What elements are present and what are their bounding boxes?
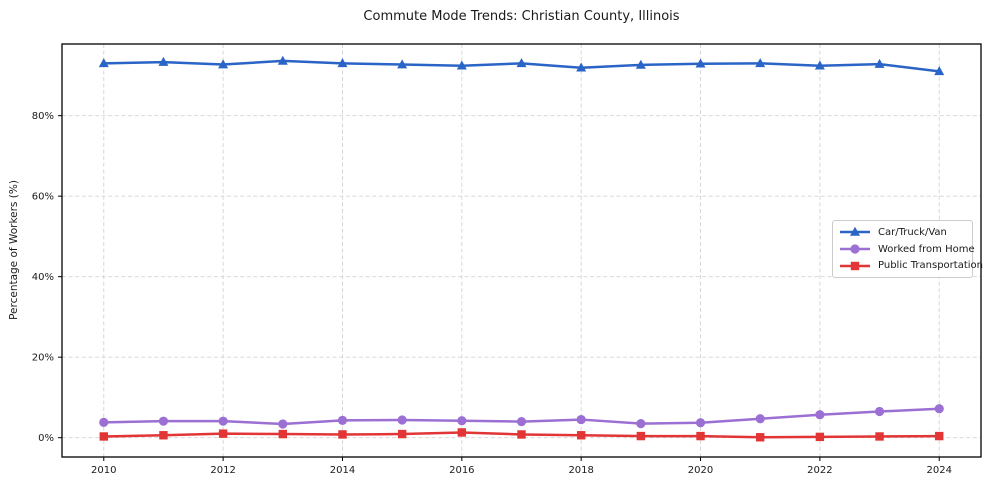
data-point-marker [635,59,646,69]
data-point-marker [755,58,766,68]
square-marker-icon [840,261,870,270]
data-point-marker [516,416,527,427]
data-point-marker [815,432,825,442]
data-point-marker [278,419,288,429]
legend-label: Worked from Home [878,243,975,255]
data-point-marker [695,58,706,68]
data-point-marker [576,62,587,72]
x-tick-label: 2020 [688,465,713,476]
legend-label: Public Transportation [878,260,983,272]
x-tick-label: 2012 [210,465,235,476]
data-point-marker [934,404,944,414]
data-point-marker [576,414,586,425]
legend: Car/Truck/Van Worked from Home Public Tr… [832,220,983,278]
data-point-marker [397,59,408,69]
data-point-marker [457,428,467,437]
data-point-marker [815,410,825,420]
data-point-marker [696,431,705,441]
data-point-marker [695,418,706,428]
x-tick-label: 2018 [568,465,593,476]
data-point-marker [576,431,586,440]
data-point-marker [218,59,229,69]
y-tick-label: 20% [32,353,54,364]
data-point-marker [337,58,348,68]
data-point-marker [159,431,168,440]
data-point-marker [756,433,765,442]
data-point-marker [935,431,944,441]
data-point-marker [218,429,228,438]
data-point-marker [277,55,288,65]
x-tick-label: 2016 [449,465,474,476]
axes-spines [61,43,982,458]
data-point-marker [98,58,109,68]
y-tick-label: 60% [32,192,54,203]
data-point-marker [158,56,169,66]
data-point-marker [874,58,885,68]
data-point-marker [755,414,765,424]
data-point-marker [874,406,885,417]
data-point-marker [337,415,348,425]
data-point-marker [456,60,467,70]
data-point-marker [158,416,169,426]
data-point-marker [517,430,526,439]
data-point-marker [218,416,228,426]
data-point-marker [338,430,347,439]
data-point-marker [99,432,108,441]
x-tick-label: 2010 [91,465,116,476]
legend-entry-car-truck-van: Car/Truck/Van [839,224,966,241]
data-point-marker [99,417,109,427]
data-point-marker [814,60,825,70]
y-tick-label: 40% [32,272,54,283]
legend-entry-public-transportation: Public Transportation [839,257,983,274]
data-point-marker [516,58,527,68]
data-point-marker [636,431,646,441]
y-tick-label: 0% [38,433,54,444]
legend-entry-worked-from-home: Worked from Home [839,241,975,258]
data-point-marker [875,432,884,441]
x-tick-label: 2024 [927,465,952,476]
chart-title: Commute Mode Trends: Christian County, I… [363,9,680,24]
data-point-marker [457,416,467,426]
x-tick-label: 2014 [330,465,355,476]
y-tick-label: 80% [32,111,54,122]
data-point-marker [397,415,407,425]
data-point-marker [636,418,646,429]
circle-marker-icon [840,244,870,254]
data-point-marker [278,429,287,439]
legend-label: Car/Truck/Van [878,226,947,238]
data-point-marker [397,429,407,439]
x-tick-label: 2022 [807,465,832,476]
triangle-marker-icon [840,227,870,237]
data-point-marker [934,66,945,76]
